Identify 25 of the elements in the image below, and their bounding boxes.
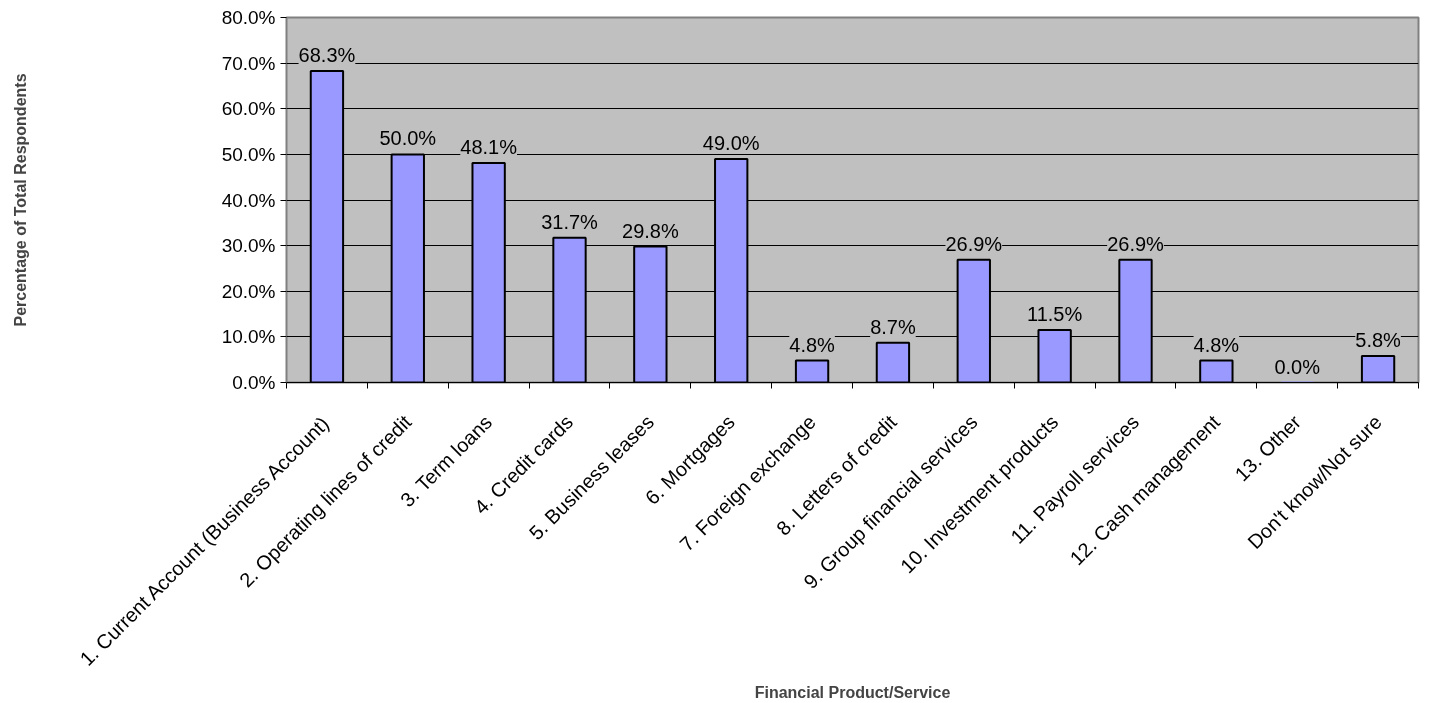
data-label: 5.8% [1355,329,1402,352]
y-tick-label: 50.0% [221,143,276,165]
y-tick-label: 20.0% [221,280,276,302]
data-label: 26.9% [1107,232,1165,255]
data-label: 0.0% [1274,355,1321,378]
data-label: 49.0% [702,131,760,154]
data-label: 50.0% [379,127,437,150]
y-tick-label: 70.0% [221,52,276,74]
y-tick-label: 0.0% [232,372,276,393]
data-label: 48.1% [460,136,518,159]
data-label: 8.7% [870,315,916,338]
y-axis-title: Percentage of Total Respondents [11,73,29,327]
y-tick-label: 10.0% [221,326,276,348]
data-label: 11.5% [1027,303,1083,326]
data-label: 26.9% [945,232,1003,255]
data-label: 68.3% [298,43,356,66]
data-label: 4.8% [789,333,836,356]
data-label: 31.7% [541,210,599,233]
y-tick-label: 60.0% [221,98,276,120]
x-axis-title: Financial Product/Service [754,683,951,701]
data-label: 29.8% [622,219,679,242]
y-tick-label: 40.0% [221,189,276,211]
y-tick-label: 30.0% [221,235,276,257]
data-label: 4.8% [1193,333,1240,356]
y-tick-label: 80.0% [221,7,276,28]
